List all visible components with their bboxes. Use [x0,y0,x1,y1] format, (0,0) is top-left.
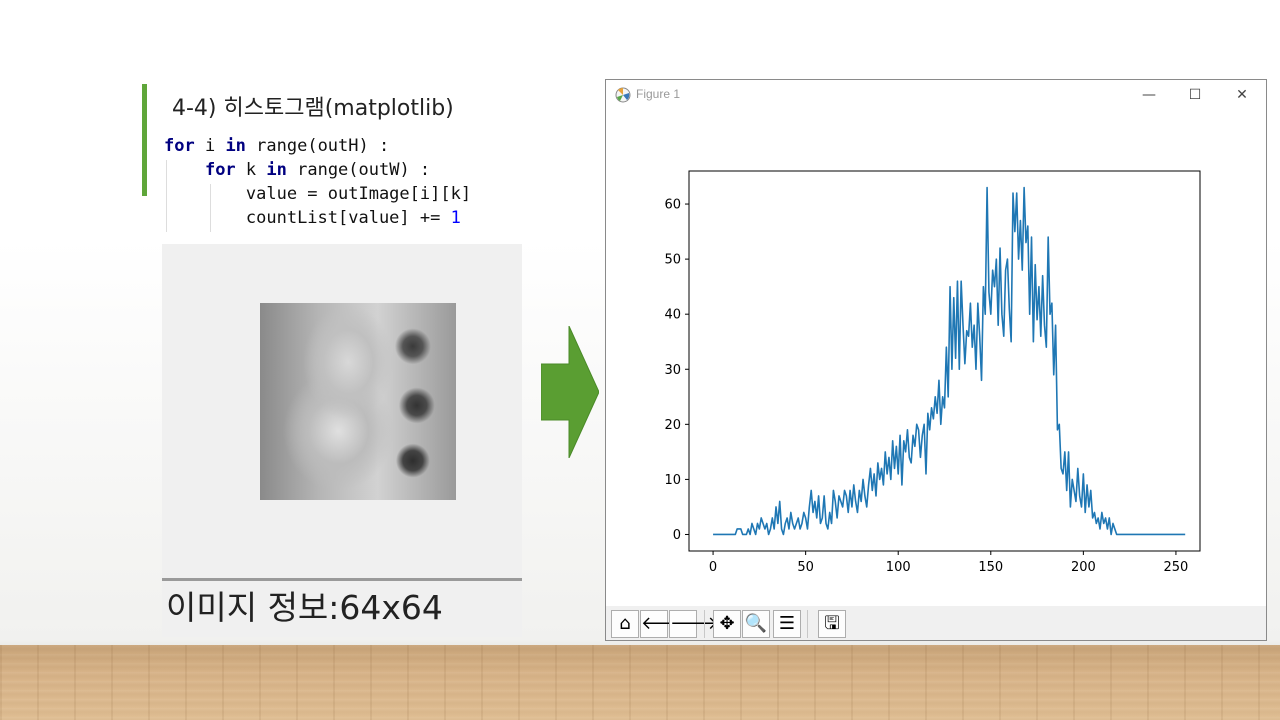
code-keyword: for [164,136,195,156]
right-arrow-icon [541,326,599,458]
home-button[interactable]: ⌂ [611,610,639,638]
matplotlib-icon [615,87,631,103]
save-icon: 🖫 [824,613,840,634]
code-keyword: in [266,160,287,180]
navigation-toolbar: ⌂ 🡐 🡒 ✥ 🔍 ☰ 🖫 [606,606,1266,640]
histogram-line-chart: 0 50 100 150 200 250 0 10 20 30 40 50 60 [664,170,1201,575]
x-tick-label: 150 [978,560,1003,575]
toolbar-separator [704,610,705,638]
indent-guide [166,160,167,232]
code-line: for i in range(outH) : [164,134,524,158]
window-title: Figure 1 [636,87,681,101]
figure-window[interactable]: Figure 1 — ☐ ✕ 0 50 100 150 200 250 0 10 20 30 40 5… [605,79,1267,641]
code-keyword: for [204,160,236,180]
code-line: for k in range(outW) : [164,158,524,182]
forward-button[interactable]: 🡒 [669,610,718,638]
title-bar[interactable]: Figure 1 — ☐ ✕ [606,80,1266,110]
code-text: value = outImage[i][k] [245,184,472,204]
code-line: countList[value] += 1 [164,206,524,230]
home-icon: ⌂ [619,613,631,634]
y-tick-label: 60 [664,198,681,213]
zoom-button[interactable]: 🔍 [742,610,770,638]
maximize-button[interactable]: ☐ [1188,87,1202,103]
grayscale-photo [260,303,456,500]
x-tick-label: 100 [886,560,911,575]
y-tick-label: 50 [664,253,681,268]
x-tick-label: 50 [797,560,814,575]
y-tick-label: 30 [664,363,681,378]
pan-icon: ✥ [719,613,735,634]
pan-button[interactable]: ✥ [713,610,741,638]
wooden-floor-background [0,645,1280,720]
code-line: value = outImage[i][k] [164,182,524,206]
y-tick-label: 10 [664,473,681,488]
code-text: countList[value] += [245,208,451,228]
y-tick-label: 40 [664,308,681,323]
code-keyword: in [225,136,246,156]
forward-icon: 🡒 [670,613,719,634]
back-button[interactable]: 🡐 [640,610,689,638]
plot-canvas[interactable]: 0 50 100 150 200 250 0 10 20 30 40 50 60 [606,110,1266,606]
axes-frame [688,170,1201,552]
y-tick-label: 0 [673,528,681,543]
code-text: range(outW) : [286,160,431,180]
series-line [713,186,1186,536]
x-tick-label: 250 [1164,560,1189,575]
slide-title: 4-4) 히스토그램(matplotlib) [172,96,454,121]
code-text: range(outH) : [245,136,390,156]
code-text: k [235,160,267,180]
indent-guide [210,184,211,232]
toolbar-separator [807,610,808,638]
configure-subplots-button[interactable]: ☰ [773,610,801,638]
title-accent-bar [142,84,147,196]
x-tick-label: 200 [1071,560,1096,575]
close-button[interactable]: ✕ [1236,87,1248,103]
configure-subplots-icon: ☰ [778,613,796,634]
image-info-label: 이미지 정보:64x64 [162,581,522,637]
save-button[interactable]: 🖫 [818,610,846,638]
code-number: 1 [450,208,461,228]
x-tick-label: 0 [709,560,717,575]
zoom-icon: 🔍 [744,613,768,634]
code-block: for i in range(outH) : for k in range(ou… [164,134,524,230]
divider [162,578,522,581]
code-text: i [194,136,226,156]
y-tick-label: 20 [664,418,681,433]
minimize-button[interactable]: — [1142,87,1156,103]
